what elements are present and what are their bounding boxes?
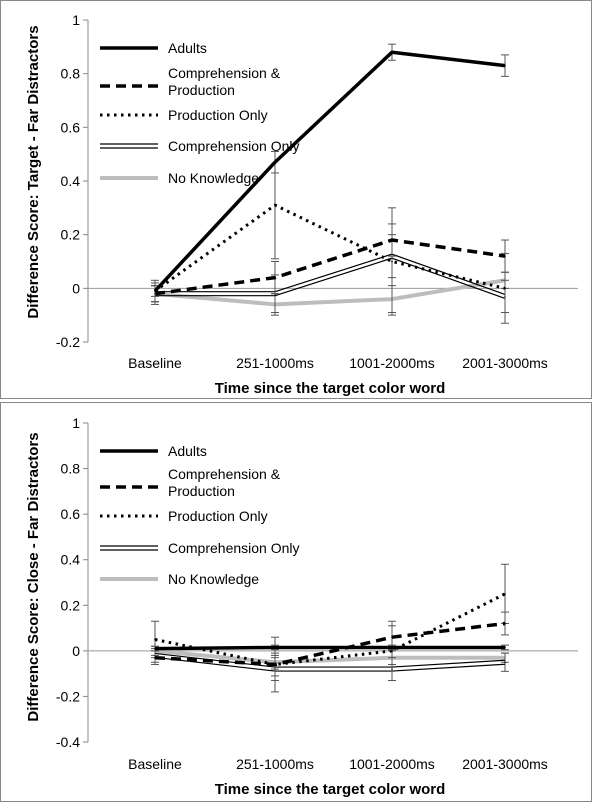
y-tick-label: 0.4 [61, 173, 81, 189]
bottom-chart: -0.4 -0.2 0 0.2 0.4 0.6 0.8 1 Baseline 251-1000ms… [25, 415, 578, 798]
y-tick-label: -0.4 [56, 734, 80, 750]
legend-label: Adults [168, 443, 207, 459]
x-tick-label: 2001-3000ms [462, 355, 548, 371]
data-point [504, 287, 506, 290]
series-line [154, 238, 506, 296]
data-point [154, 656, 156, 659]
data-point [391, 636, 393, 638]
series-line [155, 253, 506, 295]
data-point [274, 161, 276, 164]
y-tick-label: 0.8 [61, 66, 81, 82]
data-point [391, 646, 393, 649]
y-tick-label: 0.4 [61, 552, 81, 568]
y-tick-label: 1 [72, 415, 80, 431]
series-solid-thick [151, 43, 509, 297]
x-tick-label: Baseline [128, 355, 182, 371]
legend-label: Comprehension Only [168, 540, 300, 556]
data-point [154, 647, 156, 650]
data-point [391, 260, 393, 263]
top-chart: -0.2 0 0.2 0.4 0.6 0.8 1 Baseline 251-1000ms 1001… [25, 12, 578, 397]
legend-label: Adults [168, 40, 207, 56]
y-tick-label: -0.2 [56, 688, 80, 704]
series-line [154, 621, 506, 667]
y-tick-label: 0 [72, 643, 80, 659]
x-tick-label: 1001-2000ms [349, 756, 435, 772]
x-tick-label: 251-1000ms [236, 756, 314, 772]
legend-label-line: Production [168, 483, 235, 499]
data-point [504, 661, 506, 664]
x-tick-label: Baseline [128, 756, 182, 772]
series-line [154, 203, 506, 293]
legend-label: Comprehension & Production [168, 65, 281, 98]
series-line [153, 50, 506, 293]
data-point [154, 638, 156, 641]
series-solid-thick [151, 644, 509, 652]
legend-label: Comprehension Only [168, 138, 300, 154]
legend-label: No Knowledge [168, 170, 259, 186]
legend-label: Production Only [168, 107, 268, 123]
y-tick-label: -0.2 [56, 334, 80, 350]
x-axis-title: Time since the target color word [215, 781, 446, 798]
data-point [504, 64, 506, 67]
data-point [274, 663, 276, 666]
y-tick-label: 0.2 [61, 227, 81, 243]
series-line [154, 648, 505, 665]
data-point [504, 255, 506, 257]
bottom-panel-border [0, 402, 592, 802]
data-point [504, 646, 506, 649]
data-point [504, 622, 506, 625]
data-point [391, 239, 393, 241]
data-point [154, 290, 156, 292]
data-point [391, 51, 393, 53]
legend-label: No Knowledge [168, 571, 259, 587]
legend-label-line: Production [168, 82, 235, 98]
x-axis-title: Time since the target color word [215, 380, 446, 397]
data-point [504, 593, 506, 595]
series-line [154, 645, 505, 651]
y-axis-title: Difference Score: Close - Far Distractor… [25, 432, 42, 721]
y-tick-label: 1 [72, 12, 80, 28]
series-line [155, 257, 506, 299]
y-tick-label: 0.6 [61, 506, 81, 522]
series-line [154, 278, 506, 307]
y-axis-title: Difference Score: Target - Far Distracto… [25, 25, 42, 318]
y-tick-label: 0.8 [61, 461, 81, 477]
legend-label: Production Only [168, 508, 268, 524]
data-point [274, 276, 276, 279]
y-tick-label: 0.2 [61, 597, 81, 613]
series-line [154, 652, 506, 668]
legend-label-line: Comprehension & [168, 466, 281, 482]
legend-label-line: Comprehension & [168, 65, 281, 81]
top-panel-border [0, 0, 592, 399]
x-tick-label: 1001-2000ms [349, 355, 435, 371]
series-line [154, 656, 506, 672]
x-tick-label: 2001-3000ms [462, 756, 548, 772]
y-tick-label: 0 [72, 280, 80, 296]
y-tick-label: 0.6 [61, 119, 81, 135]
x-tick-label: 251-1000ms [236, 355, 314, 371]
legend-label: Comprehension & Production [168, 466, 281, 499]
data-point [274, 204, 276, 206]
data-point [274, 646, 276, 649]
data-point [391, 650, 393, 652]
